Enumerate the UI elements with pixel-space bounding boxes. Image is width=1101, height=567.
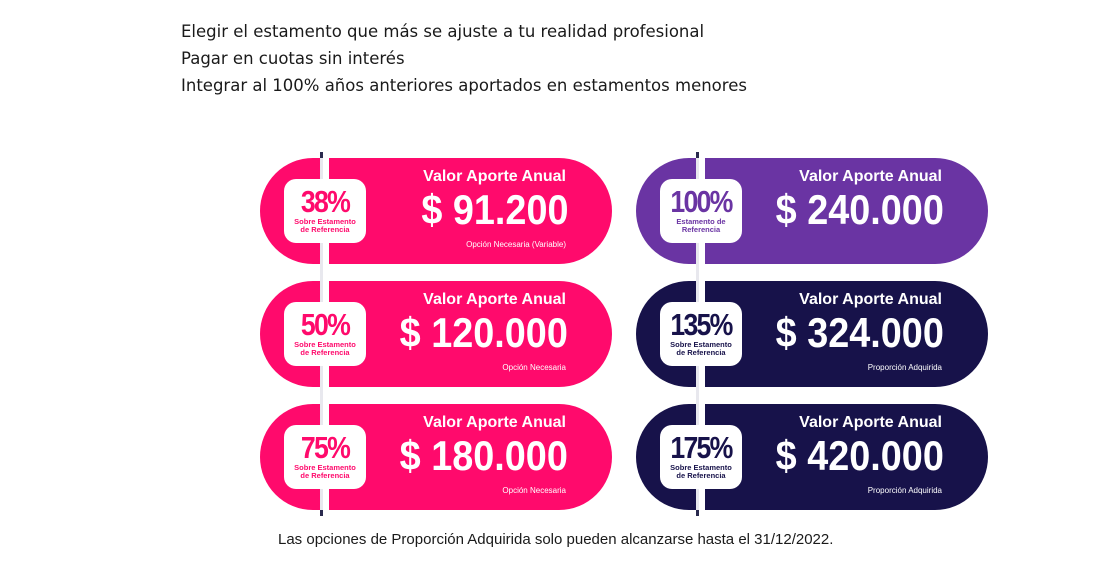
- percent-badge: 75% Sobre Estamento de Referencia: [284, 425, 366, 489]
- card-amount: $ 420.000: [775, 432, 944, 479]
- percent-caption: Sobre Estamento de Referencia: [294, 463, 356, 480]
- percent-value: 50%: [300, 307, 351, 342]
- card-note: Opción Necesaria: [502, 486, 566, 495]
- contribution-card-38: 38% Sobre Estamento de Referencia Valor …: [260, 158, 612, 264]
- card-amount: $ 180.000: [399, 432, 568, 479]
- card-amount: $ 240.000: [775, 186, 944, 233]
- contribution-card-135: 135% Sobre Estamento de Referencia Valor…: [636, 281, 988, 387]
- percent-caption: Sobre Estamento de Referencia: [670, 463, 732, 480]
- card-amount: $ 91.200: [420, 186, 568, 233]
- benefit-item: Pagar en cuotas sin interés: [181, 49, 405, 68]
- card-note: Proporción Adquirida: [867, 363, 942, 372]
- percent-value: 135%: [670, 307, 733, 342]
- benefit-item: Integrar al 100% años anteriores aportad…: [181, 76, 747, 95]
- percent-caption: Sobre Estamento de Referencia: [294, 217, 356, 234]
- percent-badge: 175% Sobre Estamento de Referencia: [660, 425, 742, 489]
- card-title: Valor Aporte Anual: [423, 168, 566, 185]
- contribution-column-right: 100% Estamento de Referencia Valor Aport…: [636, 152, 988, 516]
- benefit-item: Elegir el estamento que más se ajuste a …: [181, 22, 705, 41]
- percent-value: 38%: [300, 184, 351, 219]
- card-title: Valor Aporte Anual: [423, 291, 566, 308]
- percent-caption: Sobre Estamento de Referencia: [670, 340, 732, 357]
- card-title: Valor Aporte Anual: [799, 168, 942, 185]
- percent-badge: 38% Sobre Estamento de Referencia: [284, 179, 366, 243]
- percent-value: 75%: [300, 430, 351, 465]
- card-title: Valor Aporte Anual: [423, 414, 566, 431]
- percent-badge: 50% Sobre Estamento de Referencia: [284, 302, 366, 366]
- benefits-list: Elegir el estamento que más se ajuste a …: [181, 18, 747, 99]
- percent-value: 175%: [670, 430, 733, 465]
- contribution-card-75: 75% Sobre Estamento de Referencia Valor …: [260, 404, 612, 510]
- contribution-card-50: 50% Sobre Estamento de Referencia Valor …: [260, 281, 612, 387]
- percent-caption: Estamento de Referencia: [676, 217, 726, 234]
- percent-badge: 135% Sobre Estamento de Referencia: [660, 302, 742, 366]
- contribution-column-left: 38% Sobre Estamento de Referencia Valor …: [260, 152, 612, 516]
- contribution-card-100: 100% Estamento de Referencia Valor Aport…: [636, 158, 988, 264]
- card-title: Valor Aporte Anual: [799, 291, 942, 308]
- card-note: Proporción Adquirida: [867, 486, 942, 495]
- percent-value: 100%: [670, 184, 733, 219]
- percent-badge: 100% Estamento de Referencia: [660, 179, 742, 243]
- card-title: Valor Aporte Anual: [799, 414, 942, 431]
- percent-caption: Sobre Estamento de Referencia: [294, 340, 356, 357]
- card-amount: $ 120.000: [399, 309, 568, 356]
- card-note: Opción Necesaria (Variable): [466, 240, 566, 249]
- footer-disclaimer: Las opciones de Proporción Adquirida sol…: [278, 531, 834, 548]
- card-note: Opción Necesaria: [502, 363, 566, 372]
- card-amount: $ 324.000: [775, 309, 944, 356]
- contribution-card-175: 175% Sobre Estamento de Referencia Valor…: [636, 404, 988, 510]
